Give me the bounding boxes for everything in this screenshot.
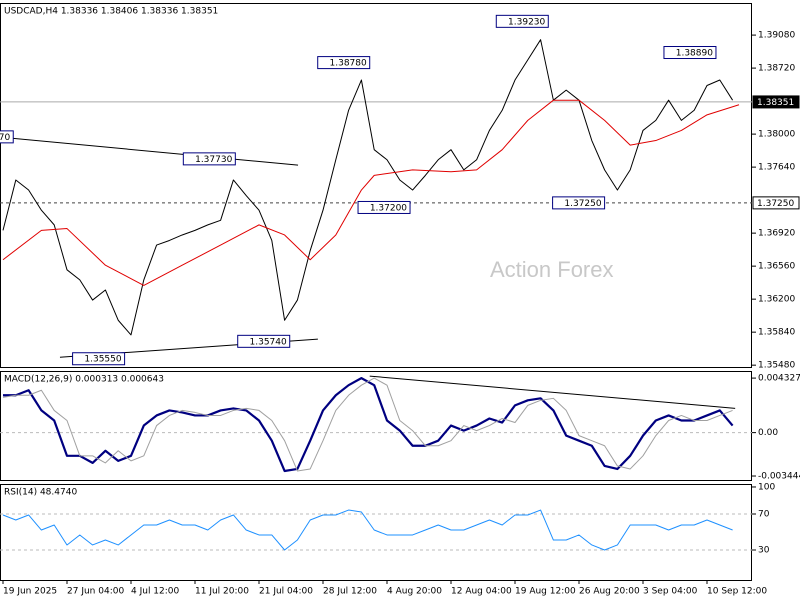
price-annotation: 1.35550 [84, 355, 121, 365]
panel-title: MACD(12,26,9) 0.000313 0.000643 [4, 375, 164, 385]
x-tick-label: 4 Aug 20:00 [387, 587, 442, 597]
series-line [2, 39, 734, 336]
panel-title: RSI(14) 48.4740 [4, 488, 77, 498]
panel [0, 484, 752, 581]
price-annotation-box [72, 352, 126, 366]
price-annotation: 1.37250 [564, 199, 601, 209]
price-annotation-box [237, 334, 291, 348]
price-label-box [752, 196, 800, 210]
price-annotation-box [357, 200, 411, 214]
price-annotation-box [552, 196, 606, 210]
trend-line [0, 136, 299, 166]
watermark: Action Forex [490, 257, 614, 282]
y-tick-label: 70 [758, 509, 770, 519]
y-tick-label: 1.35480 [758, 361, 795, 371]
y-tick-label: 1.37640 [758, 163, 795, 173]
y-tick-label: 1.38720 [758, 64, 795, 74]
x-tick-label: 27 Jun 04:00 [67, 587, 124, 597]
x-tick-label: 10 Sep 12:00 [707, 587, 767, 597]
panel-title: USDCAD,H4 1.38336 1.38406 1.38336 1.3835… [4, 7, 218, 17]
x-tick-label: 26 Aug 20:00 [579, 587, 640, 597]
panel-content: MACD(12,26,9) 0.000313 0.000643 [0, 375, 752, 473]
y-tick-label: 1.35840 [758, 328, 795, 338]
y-tick-label: 1.36920 [758, 229, 795, 239]
price-annotation-box [495, 14, 549, 28]
series-line [2, 509, 733, 551]
price-annotation-box [182, 152, 236, 166]
price-annotation-box [663, 46, 717, 60]
series-line [2, 99, 740, 286]
price-annotation: 1.38780 [330, 59, 367, 69]
x-tick-label: 3 Sep 04:00 [643, 587, 698, 597]
x-tick-label: 11 Jul 20:00 [195, 587, 249, 597]
panel-content: USDCAD,H4 1.38336 1.38406 1.38336 1.3835… [0, 7, 752, 366]
price-annotation: 1.35740 [250, 337, 287, 347]
x-tick-label: 21 Jul 04:00 [259, 587, 313, 597]
y-tick-label: 1.39080 [758, 31, 795, 41]
panel [0, 3, 752, 368]
y-tick-label: 0.00 [758, 428, 778, 438]
x-tick-label: 12 Aug 04:00 [451, 587, 512, 597]
y-tick-label: 30 [758, 546, 770, 556]
x-tick-label: 19 Jun 2025 [3, 587, 57, 597]
price-annotation: 1.38890 [676, 49, 713, 59]
price-annotation: 1.37730 [195, 155, 232, 165]
y-tick-label: 0.004327 [758, 374, 800, 384]
x-tick-label: 19 Aug 12:00 [515, 587, 576, 597]
y-tick-label: 1.38000 [758, 130, 795, 140]
price-label: 1.37250 [757, 199, 794, 209]
price-annotation-box [317, 56, 371, 70]
price-annotation: 1.37970 [0, 133, 11, 143]
price-annotation: 1.37200 [370, 203, 407, 213]
price-annotation: 1.39230 [508, 17, 545, 27]
x-tick-label: 28 Jul 12:00 [323, 587, 377, 597]
y-tick-label: 1.36200 [758, 295, 795, 305]
price-label-box [752, 95, 800, 109]
y-tick-label: -0.003444 [758, 472, 800, 482]
price-label: 1.38351 [757, 98, 794, 108]
price-annotation-box [0, 130, 14, 144]
panel [0, 371, 752, 481]
y-tick-label: 1.36560 [758, 262, 795, 272]
panel-content: RSI(14) 48.4740 [0, 488, 752, 551]
y-tick-label: 100 [758, 482, 775, 492]
series-line [2, 377, 733, 472]
trend-line [369, 375, 736, 409]
x-tick-label: 4 Jul 12:00 [131, 587, 180, 597]
series-line [3, 377, 734, 473]
